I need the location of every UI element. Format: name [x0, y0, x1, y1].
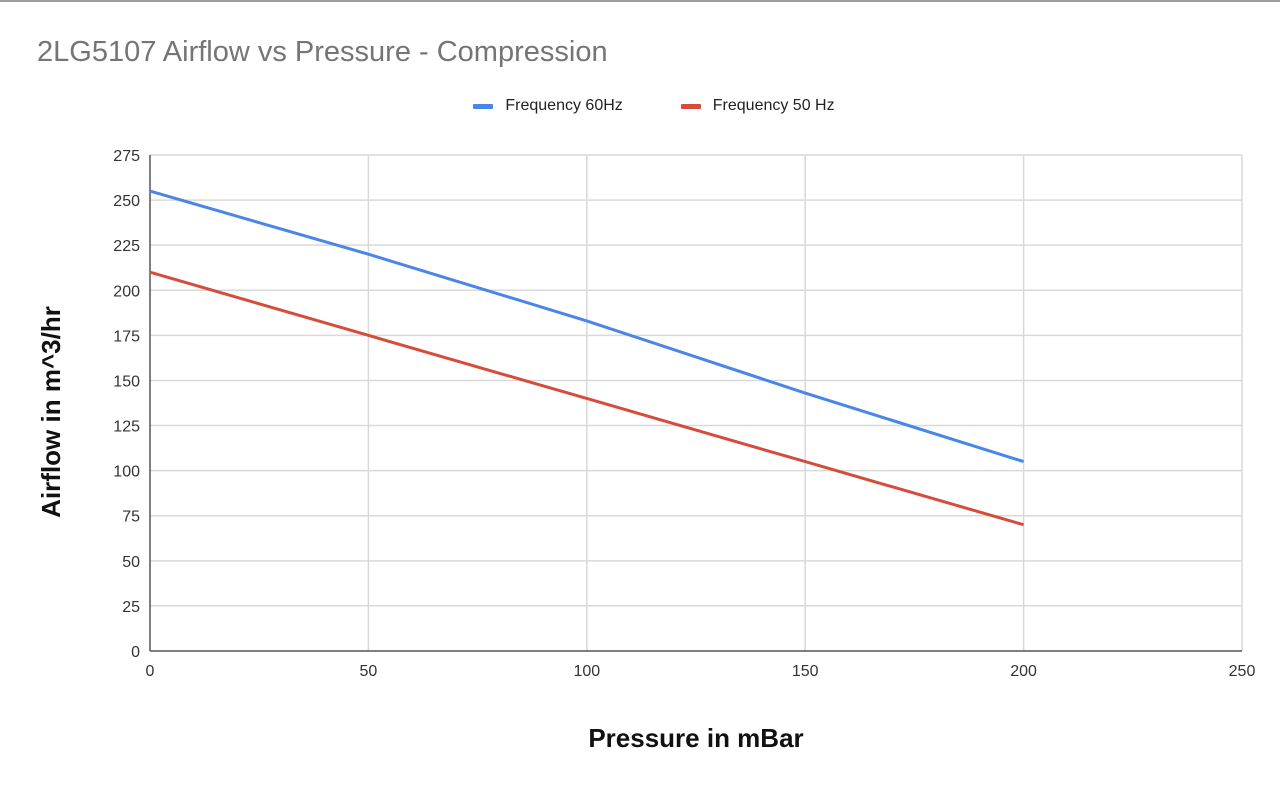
- y-tick-label: 50: [122, 554, 140, 571]
- top-border: [0, 0, 1280, 2]
- y-tick-label: 150: [113, 373, 140, 390]
- legend-label-60hz: Frequency 60Hz: [505, 97, 623, 114]
- chart-title: 2LG5107 Airflow vs Pressure - Compressio…: [37, 36, 608, 68]
- legend-item-60hz[interactable]: Frequency 60Hz: [473, 97, 623, 115]
- y-tick-label: 0: [131, 644, 140, 661]
- axes: [149, 155, 1242, 652]
- y-tick-label: 25: [122, 599, 140, 616]
- x-tick-label: 250: [1229, 663, 1256, 680]
- series-line-60hz: [149, 189, 1025, 464]
- y-tick-label: 125: [113, 419, 140, 436]
- x-tick-label: 50: [360, 663, 378, 680]
- x-tick-label: 100: [573, 663, 600, 680]
- y-tick-label: 225: [113, 238, 140, 255]
- tick-labels: 0 25 50 75 100 125 150 175 200 225 250 275 0 50 100 150…: [113, 148, 1255, 680]
- y-tick-label: 250: [113, 193, 140, 210]
- y-axis-title: Airflow in m^3/hr: [36, 306, 66, 518]
- legend: Frequency 60Hz Frequency 50 Hz: [0, 97, 1280, 115]
- y-tick-label: 175: [113, 328, 140, 345]
- legend-swatch-50hz: [680, 103, 701, 109]
- y-tick-label: 200: [113, 283, 140, 300]
- legend-swatch-60hz: [473, 103, 494, 109]
- x-axis-title: Pressure in mBar: [588, 723, 803, 753]
- y-tick-label: 75: [122, 509, 140, 526]
- series-lines: [149, 189, 1025, 527]
- y-tick-label: 100: [113, 464, 140, 481]
- x-tick-label: 150: [792, 663, 819, 680]
- series-line-50hz: [149, 270, 1025, 527]
- x-tick-label: 200: [1010, 663, 1037, 680]
- grid: [150, 154, 1243, 651]
- x-tick-label: 0: [146, 663, 155, 680]
- legend-item-50hz[interactable]: Frequency 50 Hz: [680, 97, 835, 115]
- y-tick-label: 275: [113, 148, 140, 165]
- legend-label-50hz: Frequency 50 Hz: [712, 97, 835, 114]
